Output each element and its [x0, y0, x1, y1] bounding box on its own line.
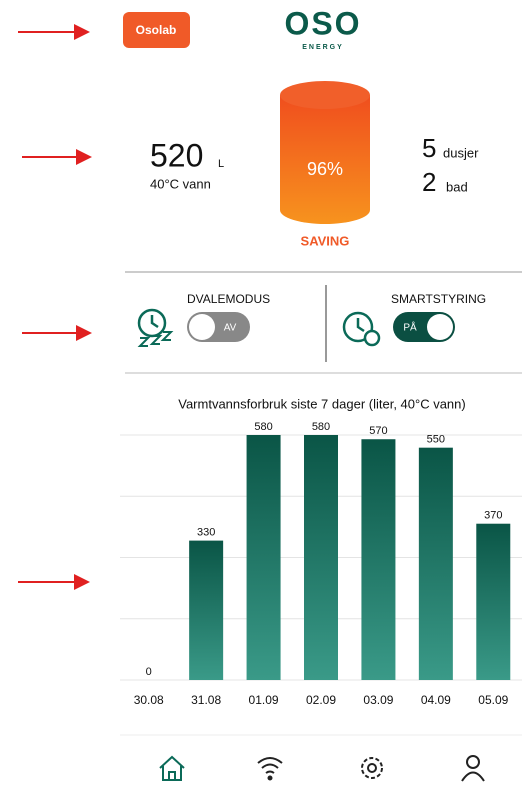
- sleep-icon: [139, 310, 171, 346]
- toggle-state: PÅ: [403, 321, 417, 334]
- x-tick-label: 01.09: [249, 693, 279, 707]
- value-label: 330: [197, 527, 215, 539]
- value-label: 370: [484, 510, 502, 522]
- x-tick-label: 02.09: [306, 693, 336, 707]
- x-tick-label: 04.09: [421, 693, 451, 707]
- tank-percent: 96%: [307, 159, 343, 179]
- x-tick-label: 30.08: [134, 693, 164, 707]
- home-icon[interactable]: [160, 757, 184, 780]
- x-tick-label: 31.08: [191, 693, 221, 707]
- logo: OSO: [284, 5, 361, 41]
- app-screen: Osolab OSO ENERGY 520 L 40°C vann 96% SA…: [0, 0, 522, 797]
- bar: [189, 541, 223, 680]
- showers: 5: [422, 133, 436, 163]
- x-tick-label: 03.09: [363, 693, 393, 707]
- volume: 520: [150, 137, 203, 173]
- toggle-label: DVALEMODUS: [187, 292, 270, 306]
- bar: [247, 435, 281, 680]
- settings-icon[interactable]: [362, 758, 382, 778]
- logo-sub: ENERGY: [302, 44, 344, 51]
- value-label: 580: [312, 421, 330, 433]
- bar: [476, 524, 510, 680]
- x-tick-label: 05.09: [478, 693, 508, 707]
- chart: 30.08 0 31.08 330 01.09 580 02.09 580 03.09 570 04…: [120, 421, 522, 707]
- profile-icon[interactable]: [462, 756, 484, 781]
- toggle-knob: [427, 314, 453, 340]
- value-label: 570: [369, 425, 387, 437]
- volume-note: 40°C vann: [150, 176, 211, 191]
- page: {"header": {"button": "Osolab", "logo": …: [0, 0, 522, 797]
- smart-icon: [344, 313, 379, 345]
- showers-label: dusjer: [443, 145, 479, 160]
- tank-top: [280, 81, 370, 109]
- bar: [304, 435, 338, 680]
- osolab-label: Osolab: [136, 23, 177, 37]
- toggle-state: AV: [224, 323, 237, 334]
- wifi-icon[interactable]: [258, 758, 282, 780]
- value-label: 580: [254, 421, 272, 433]
- volume-unit: L: [218, 158, 224, 170]
- value-label: 550: [427, 434, 445, 446]
- value-label: 0: [146, 666, 152, 678]
- baths: 2: [422, 167, 436, 197]
- bar: [419, 448, 453, 680]
- chart-title: Varmtvannsforbruk siste 7 dager (liter, …: [178, 396, 465, 411]
- tank-label: SAVING: [301, 233, 350, 248]
- toggle-label: SMARTSTYRING: [391, 292, 486, 306]
- bar: [361, 439, 395, 680]
- annotation-arrows: [18, 32, 90, 582]
- toggle-knob: [189, 314, 215, 340]
- baths-label: bad: [446, 179, 468, 194]
